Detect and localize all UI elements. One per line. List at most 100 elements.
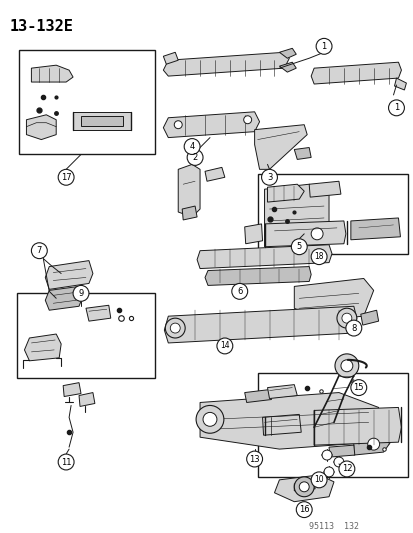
Polygon shape: [244, 224, 262, 244]
Polygon shape: [45, 286, 83, 310]
Polygon shape: [309, 181, 340, 197]
Text: 13-132E: 13-132E: [9, 19, 73, 34]
Circle shape: [311, 228, 322, 240]
Circle shape: [294, 477, 313, 497]
Circle shape: [321, 450, 331, 460]
Polygon shape: [254, 125, 306, 169]
Polygon shape: [267, 385, 297, 399]
Text: 16: 16: [298, 505, 309, 514]
Bar: [17, 293, 155, 378]
Text: 4: 4: [189, 142, 194, 151]
Text: 12: 12: [341, 464, 351, 473]
Circle shape: [340, 360, 352, 372]
Circle shape: [338, 461, 354, 477]
Text: 13: 13: [249, 455, 259, 464]
Polygon shape: [274, 475, 333, 502]
Circle shape: [291, 239, 306, 255]
Polygon shape: [163, 52, 289, 76]
Circle shape: [246, 451, 262, 467]
Text: 1: 1: [393, 103, 398, 112]
Text: 15: 15: [353, 383, 363, 392]
Polygon shape: [328, 445, 354, 457]
Polygon shape: [313, 407, 401, 445]
Text: 2: 2: [192, 153, 197, 162]
Polygon shape: [182, 206, 197, 220]
Circle shape: [296, 502, 311, 518]
Polygon shape: [311, 62, 401, 84]
Polygon shape: [262, 414, 301, 435]
Circle shape: [202, 413, 216, 426]
Polygon shape: [204, 266, 311, 285]
Circle shape: [73, 285, 89, 301]
Polygon shape: [73, 112, 130, 130]
Circle shape: [345, 320, 361, 336]
Polygon shape: [31, 65, 73, 82]
Polygon shape: [360, 310, 378, 325]
Circle shape: [336, 308, 356, 328]
Circle shape: [334, 354, 358, 378]
Circle shape: [31, 243, 47, 259]
Bar: [19, 50, 155, 155]
Polygon shape: [163, 112, 259, 138]
Circle shape: [174, 121, 182, 128]
Polygon shape: [79, 393, 95, 407]
Polygon shape: [264, 184, 328, 239]
Circle shape: [165, 318, 185, 338]
Polygon shape: [204, 167, 224, 181]
Text: 14: 14: [220, 342, 229, 350]
Circle shape: [187, 149, 202, 165]
Circle shape: [311, 249, 326, 264]
Text: 8: 8: [350, 324, 356, 333]
Polygon shape: [63, 383, 81, 397]
Polygon shape: [45, 261, 93, 289]
Text: 17: 17: [61, 173, 71, 182]
Circle shape: [333, 457, 343, 467]
Polygon shape: [199, 393, 378, 449]
Polygon shape: [350, 218, 399, 240]
Text: 1: 1: [320, 42, 326, 51]
Polygon shape: [279, 62, 296, 72]
Polygon shape: [163, 52, 178, 64]
Circle shape: [316, 38, 331, 54]
Bar: [257, 373, 407, 477]
Text: 5: 5: [296, 242, 301, 251]
Circle shape: [58, 169, 74, 185]
Circle shape: [58, 454, 74, 470]
Polygon shape: [81, 116, 122, 126]
Polygon shape: [86, 305, 111, 321]
Polygon shape: [294, 482, 314, 491]
Text: 6: 6: [237, 287, 242, 296]
Circle shape: [311, 472, 326, 488]
Circle shape: [341, 313, 351, 323]
Polygon shape: [394, 78, 406, 90]
Polygon shape: [267, 184, 304, 202]
Circle shape: [243, 116, 251, 124]
Circle shape: [196, 406, 223, 433]
Text: 3: 3: [266, 173, 271, 182]
Polygon shape: [197, 245, 331, 269]
Circle shape: [170, 323, 180, 333]
Polygon shape: [26, 115, 56, 140]
Circle shape: [231, 284, 247, 300]
Polygon shape: [264, 221, 345, 247]
Polygon shape: [164, 306, 356, 343]
Text: 10: 10: [313, 475, 323, 484]
Polygon shape: [353, 429, 389, 455]
Circle shape: [388, 100, 404, 116]
Polygon shape: [294, 278, 373, 320]
Text: 7: 7: [37, 246, 42, 255]
Circle shape: [367, 438, 379, 450]
Polygon shape: [178, 164, 199, 217]
Polygon shape: [294, 148, 311, 159]
Circle shape: [216, 338, 232, 354]
Circle shape: [261, 169, 277, 185]
Text: 11: 11: [61, 457, 71, 466]
Text: 9: 9: [78, 289, 83, 298]
Text: 18: 18: [313, 252, 323, 261]
Text: 95113  132: 95113 132: [309, 521, 358, 530]
Polygon shape: [24, 334, 61, 361]
Circle shape: [323, 467, 333, 477]
Bar: [257, 174, 407, 254]
Circle shape: [350, 379, 366, 395]
Polygon shape: [244, 390, 271, 402]
